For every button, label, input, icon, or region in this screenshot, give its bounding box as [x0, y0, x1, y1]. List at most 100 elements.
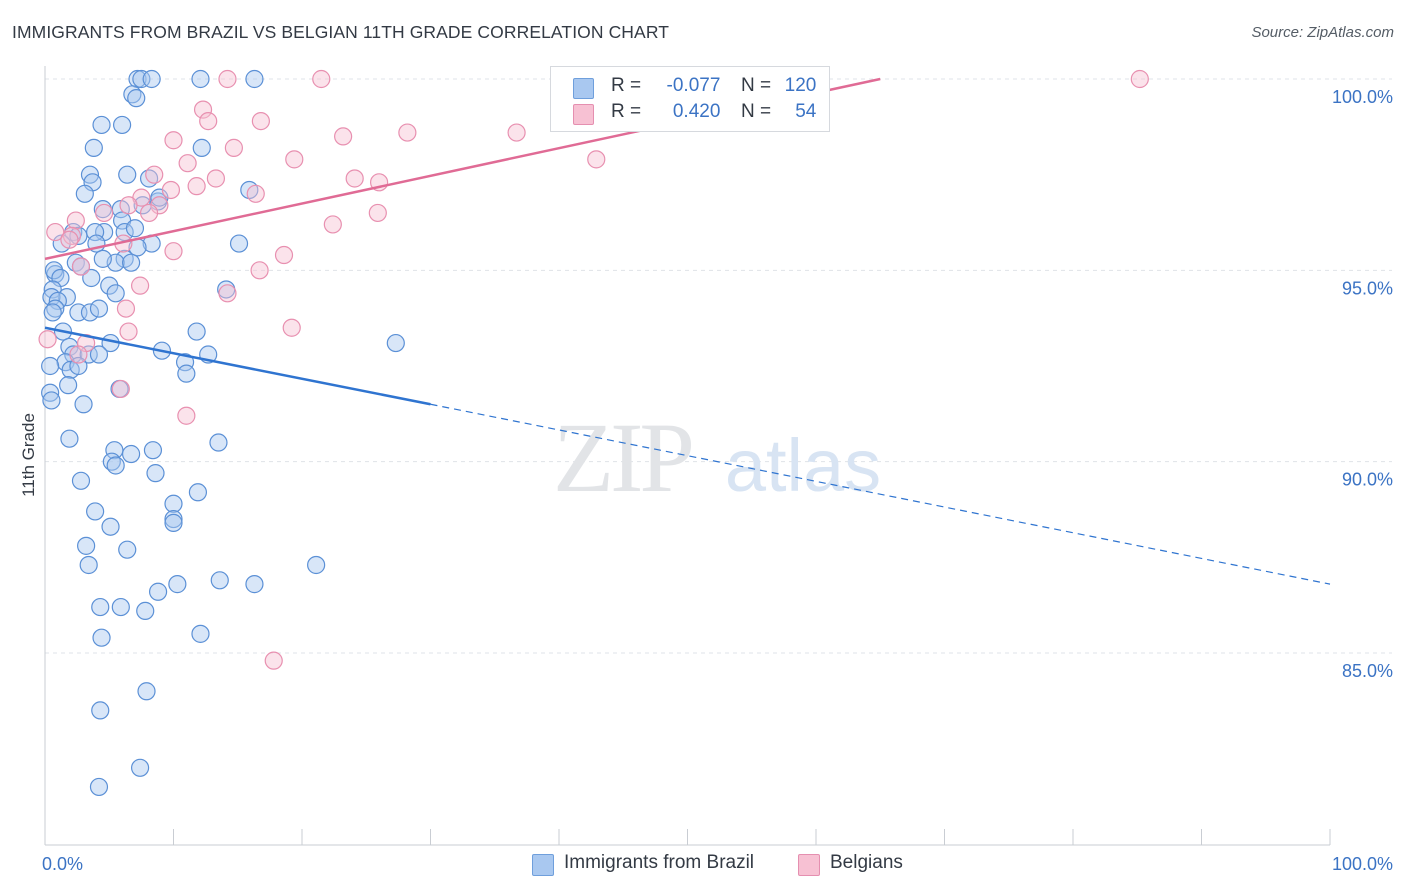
series-belgians-points	[38, 69, 1149, 670]
point-belgians	[187, 177, 206, 196]
point-brazil	[130, 758, 150, 777]
point-brazil	[106, 456, 125, 475]
point-brazil	[92, 115, 111, 135]
point-brazil	[41, 383, 60, 402]
point-belgians	[193, 100, 213, 119]
point-belgians	[274, 245, 294, 265]
legend-n-value: 120	[784, 75, 817, 96]
point-brazil	[245, 575, 264, 594]
point-belgians	[177, 406, 196, 425]
point-brazil	[175, 353, 195, 372]
watermark-atlas: atlas	[725, 424, 881, 507]
point-brazil	[209, 433, 228, 452]
legend-r-label: R =	[611, 101, 642, 122]
y-tick-label: 100.0%	[1332, 87, 1393, 107]
x-tick-label-max: 100.0%	[1332, 854, 1393, 874]
trend-line-brazil	[44, 326, 431, 406]
point-brazil	[112, 115, 132, 135]
point-belgians	[95, 203, 114, 223]
point-belgians	[111, 379, 130, 399]
point-brazil	[143, 441, 163, 460]
point-brazil	[148, 582, 168, 601]
point-brazil	[43, 280, 62, 299]
point-brazil	[64, 345, 83, 364]
point-belgians	[161, 180, 181, 200]
point-belgians	[250, 261, 269, 280]
point-brazil	[121, 444, 141, 464]
point-brazil	[191, 624, 210, 643]
point-brazil	[92, 628, 111, 647]
legend-n-label: N =	[740, 101, 772, 122]
point-belgians	[264, 651, 283, 670]
legend-swatch-blue	[573, 78, 594, 99]
legend-r-label: R =	[611, 75, 642, 96]
point-brazil	[91, 701, 110, 720]
point-brazil	[80, 303, 100, 322]
point-brazil	[118, 540, 137, 559]
point-brazil	[82, 268, 101, 288]
point-brazil	[60, 429, 79, 448]
point-belgians	[116, 299, 136, 318]
legend-swatch-pink	[573, 104, 594, 125]
legend-n-value: 54	[795, 101, 817, 122]
point-belgians	[246, 184, 265, 203]
y-axis-title: 11th Grade	[19, 413, 38, 497]
legend-r-value: 0.420	[672, 101, 721, 122]
point-brazil	[84, 138, 103, 157]
point-belgians	[334, 127, 353, 146]
point-belgians	[145, 165, 164, 184]
point-brazil	[86, 222, 105, 242]
point-brazil	[89, 777, 109, 797]
y-tick-label: 95.0%	[1342, 278, 1393, 298]
point-belgians	[323, 215, 342, 234]
point-belgians	[224, 138, 243, 157]
chart-title: IMMIGRANTS FROM BRAZIL VS BELGIAN 11TH G…	[12, 22, 670, 42]
y-tick-label: 85.0%	[1342, 661, 1393, 681]
point-brazil	[75, 184, 94, 203]
gridlines	[45, 78, 1392, 654]
point-belgians	[345, 169, 364, 188]
x-tick-label-min: 0.0%	[42, 854, 83, 874]
axis-labels: 85.0% 90.0% 95.0% 100.0% 0.0% 100.0% 11th Grad…	[19, 87, 1393, 874]
point-brazil	[168, 575, 187, 594]
point-brazil	[79, 555, 98, 575]
legend-r-value: -0.077	[666, 75, 721, 96]
point-belgians	[164, 242, 183, 261]
point-belgians	[251, 111, 270, 131]
point-brazil	[192, 138, 211, 157]
legend-box: R = -0.077 N = 120 R = 0.420 N = 54	[550, 66, 830, 132]
point-brazil	[142, 69, 161, 89]
watermark-zip: ZIP	[553, 402, 691, 513]
point-brazil	[74, 395, 93, 414]
bottom-legend-swatch-pink	[798, 854, 820, 876]
point-belgians	[119, 322, 138, 341]
point-belgians	[282, 318, 301, 337]
point-belgians	[150, 196, 169, 215]
point-brazil	[125, 219, 145, 238]
point-brazil	[177, 364, 196, 383]
trend-line-brazil-extrapolated	[430, 403, 1331, 585]
point-belgians	[119, 196, 138, 215]
point-brazil	[164, 513, 183, 532]
legend-n-label: N =	[740, 75, 772, 96]
point-brazil	[41, 356, 60, 376]
point-brazil	[91, 597, 110, 617]
point-brazil	[210, 571, 229, 590]
watermark: ZIP atlas	[553, 402, 881, 513]
point-brazil	[93, 249, 112, 268]
point-belgians	[206, 169, 226, 188]
point-belgians	[218, 69, 237, 89]
point-brazil	[132, 69, 151, 89]
point-brazil	[164, 509, 183, 529]
point-brazil	[121, 253, 141, 272]
point-brazil	[127, 89, 146, 108]
point-belgians	[130, 276, 150, 295]
point-brazil	[71, 471, 91, 490]
point-brazil	[57, 288, 76, 307]
point-belgians	[139, 203, 159, 223]
point-brazil	[86, 502, 105, 521]
point-brazil	[191, 69, 210, 89]
point-belgians	[66, 211, 85, 230]
point-brazil	[118, 165, 137, 184]
